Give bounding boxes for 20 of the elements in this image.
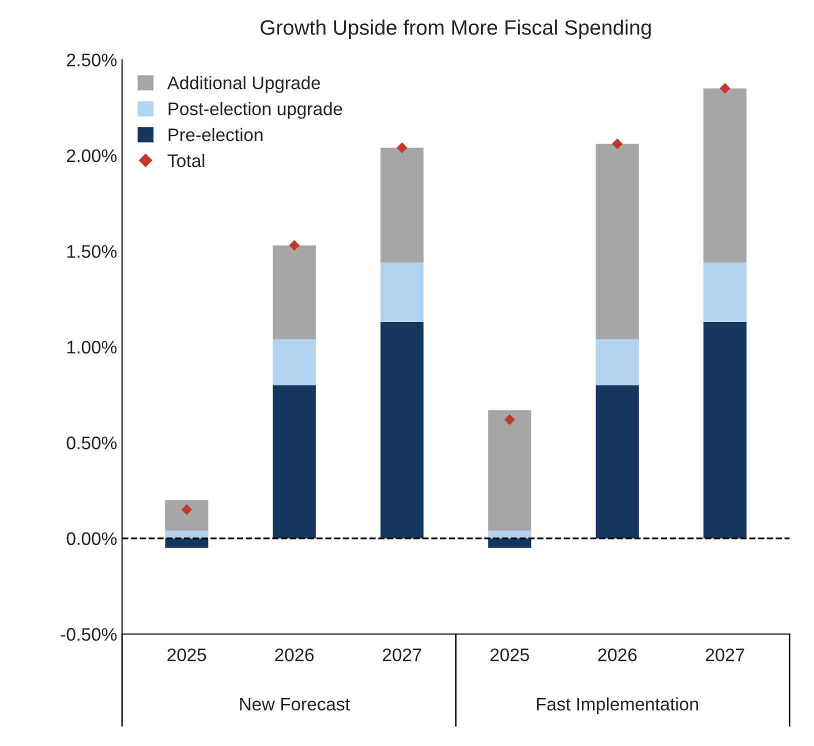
x-tick-label: 2026: [598, 648, 637, 662]
chart-title: Growth Upside from More Fiscal Spending: [260, 20, 651, 40]
y-tick-label: 0.50%: [66, 436, 117, 450]
y-tick-label: 2.00%: [66, 149, 117, 162]
x-tick-label: 2027: [382, 648, 422, 662]
x-tick-label: 2027: [706, 648, 744, 662]
legend-label: Pre-election: [168, 128, 262, 142]
legend-label: Additional Upgrade: [167, 76, 320, 93]
x-tick-label: 2025: [490, 648, 529, 662]
y-tick-label: 2.50%: [66, 54, 117, 66]
legend-label: Post-election upgrade: [168, 102, 342, 119]
text: Fast Implementation: [537, 697, 698, 714]
y-tick-label: 1.00%: [67, 340, 117, 354]
y-tick-label: 0.00%: [66, 532, 117, 546]
y-tick-label: 1.50%: [67, 245, 117, 258]
text: New Forecast: [240, 698, 350, 711]
x-tick-label: 2026: [275, 648, 314, 662]
x-tick-label: 2025: [168, 648, 206, 662]
y-tick-label: -0.50%: [60, 628, 117, 641]
legend-label: Total: [168, 154, 204, 168]
